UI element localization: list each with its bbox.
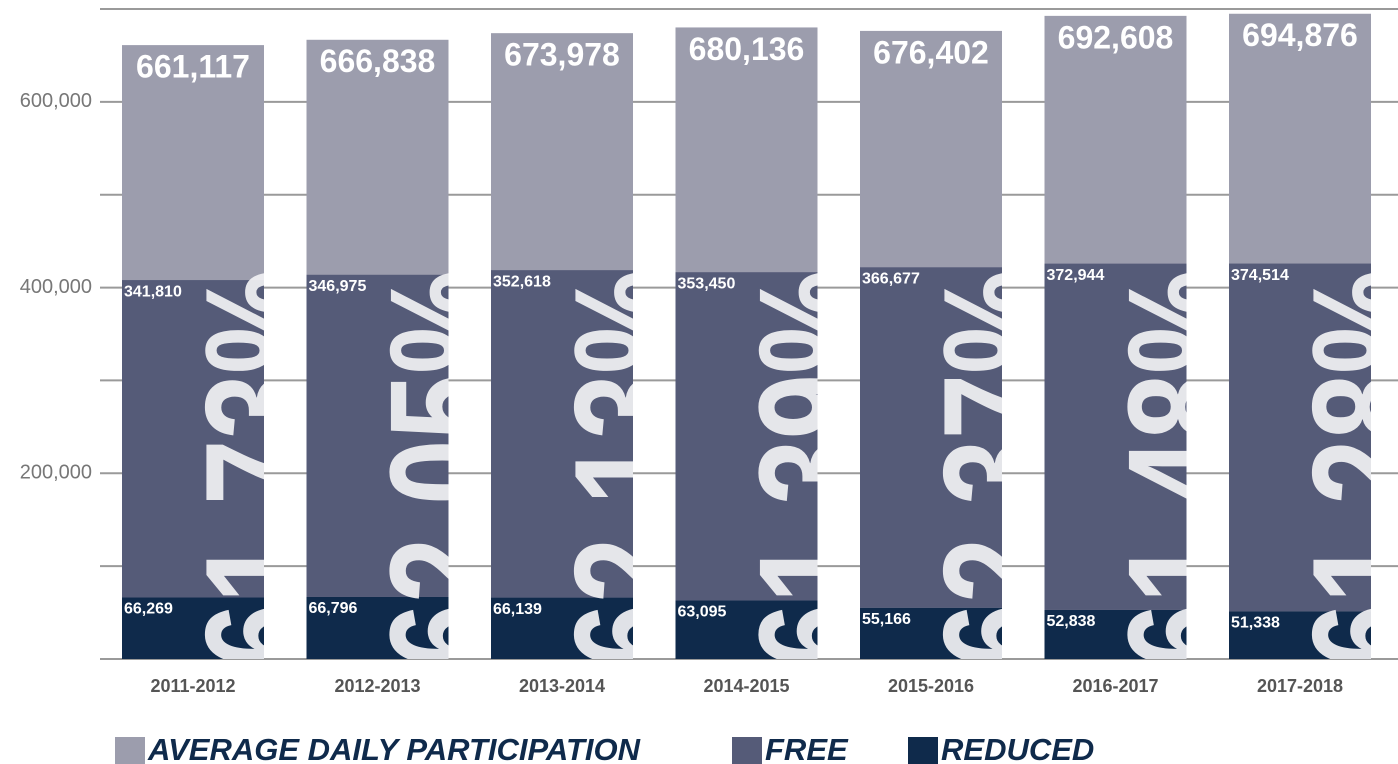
segment-label: 51,338 (1231, 615, 1280, 632)
percent-label: 62.37% (912, 269, 1080, 669)
x-tick-label: 2014-2015 (703, 676, 789, 696)
total-label: 676,402 (873, 34, 989, 70)
total-label: 661,117 (136, 49, 250, 85)
percent-group: 61.28% (1281, 269, 1398, 669)
percent-group: 61.48% (1096, 269, 1264, 669)
segment-label: 372,944 (1047, 267, 1105, 284)
segment-label: 366,677 (862, 271, 920, 288)
bar-segment (1044, 609, 1187, 659)
legend-swatch (908, 737, 938, 764)
segment-label: 52,838 (1047, 613, 1096, 630)
bar-segment (306, 274, 449, 597)
legend-swatch (115, 737, 145, 764)
bar-segment (675, 272, 818, 601)
segment-label: 63,095 (678, 604, 727, 621)
percent-group: 62.37% (912, 269, 1080, 669)
bar-segment (306, 596, 449, 659)
percent-label: 61.39% (727, 269, 895, 669)
total-label: 694,876 (1242, 17, 1358, 53)
y-tick-label: 200,000 (20, 462, 92, 484)
percent-label: 61.48% (1096, 269, 1264, 669)
segment-label: 353,450 (678, 275, 736, 292)
bar-segment (1044, 263, 1187, 610)
segment-label: 66,796 (309, 600, 358, 617)
segment-label: 374,514 (1231, 267, 1289, 284)
y-tick-label: 600,000 (20, 90, 92, 112)
bar-segment (491, 597, 633, 659)
x-tick-label: 2015-2016 (888, 676, 974, 696)
bar-segment (860, 267, 1002, 608)
x-tick-label: 2016-2017 (1072, 676, 1158, 696)
bar-segment (122, 597, 264, 659)
total-label: 666,838 (320, 43, 436, 79)
segment-label: 66,139 (493, 601, 542, 618)
percent-label: 61.73% (174, 269, 342, 669)
x-tick-label: 2011-2012 (150, 676, 235, 696)
percent-group: 61.39% (727, 269, 895, 669)
segment-label: 55,166 (862, 611, 911, 628)
segment-label: 341,810 (124, 283, 182, 300)
x-tick-label: 2017-2018 (1257, 676, 1343, 696)
percent-group: 61.73% (174, 269, 342, 669)
bar-segment (491, 270, 633, 598)
legend-swatch (732, 737, 762, 764)
legend-label: AVERAGE DAILY PARTICIPATION (147, 732, 641, 764)
percent-label: 61.28% (1281, 269, 1398, 669)
x-tick-label: 2013-2014 (519, 676, 605, 696)
segment-label: 66,269 (124, 601, 173, 618)
segment-label: 346,975 (309, 278, 367, 295)
bar-segment (675, 600, 818, 659)
y-tick-label: 400,000 (20, 276, 92, 298)
x-tick-label: 2012-2013 (334, 676, 420, 696)
legend-label: FREE (765, 732, 849, 764)
total-label: 692,608 (1058, 19, 1174, 55)
percent-group: 62.05% (358, 269, 526, 669)
percent-label: 62.13% (543, 269, 711, 669)
bar-segment (122, 280, 264, 598)
legend-label: REDUCED (941, 732, 1094, 764)
total-label: 673,978 (504, 37, 620, 73)
percent-group: 62.13% (543, 269, 711, 669)
percent-label: 62.05% (358, 269, 526, 669)
total-label: 680,136 (689, 31, 805, 67)
segment-label: 352,618 (493, 273, 551, 290)
bar-segment (1229, 263, 1371, 612)
bar-segment (1229, 611, 1371, 659)
bar-segment (860, 607, 1002, 659)
